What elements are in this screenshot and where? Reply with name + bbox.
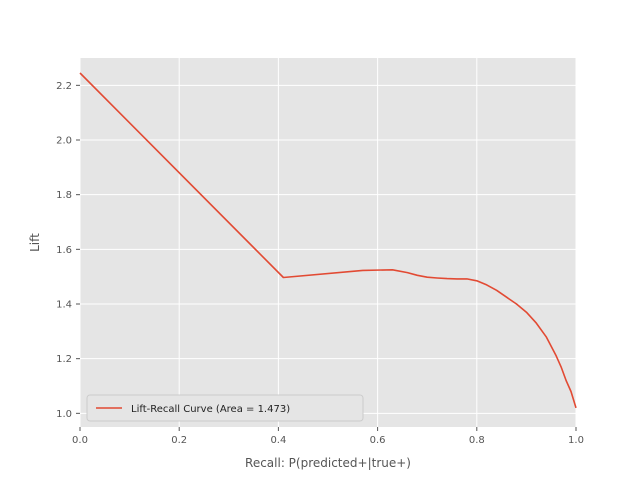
y-axis-label: Lift [28, 233, 42, 252]
x-tick-label: 0.2 [171, 435, 187, 446]
x-tick-label: 0.6 [370, 435, 386, 446]
y-tick-label: 1.4 [56, 300, 72, 311]
legend-entry-label: Lift-Recall Curve (Area = 1.473) [131, 404, 290, 415]
y-tick-label: 1.6 [56, 245, 72, 256]
x-tick-label: 0.4 [270, 435, 286, 446]
y-tick-label: 1.8 [56, 190, 72, 201]
y-tick-label: 1.0 [56, 409, 72, 420]
y-tick-label: 2.0 [56, 136, 72, 147]
x-tick-label: 1.0 [568, 435, 584, 446]
y-tick-label: 1.2 [56, 354, 72, 365]
plot-background [80, 58, 576, 427]
x-tick-label: 0.0 [72, 435, 88, 446]
x-tick-label: 0.8 [469, 435, 485, 446]
x-axis-ticks: 0.0 0.2 0.4 0.6 0.8 1.0 [72, 427, 584, 446]
legend: Lift-Recall Curve (Area = 1.473) [86, 394, 364, 422]
legend-box [86, 394, 364, 422]
y-tick-label: 2.2 [56, 81, 72, 92]
x-axis-label: Recall: P(predicted+|true+) [245, 456, 411, 470]
grid-lines [79, 58, 577, 427]
series-group [79, 72, 577, 409]
series-line [79, 72, 577, 409]
y-axis-ticks: 1.0 1.2 1.4 1.6 1.8 2.0 2.2 [56, 81, 80, 420]
